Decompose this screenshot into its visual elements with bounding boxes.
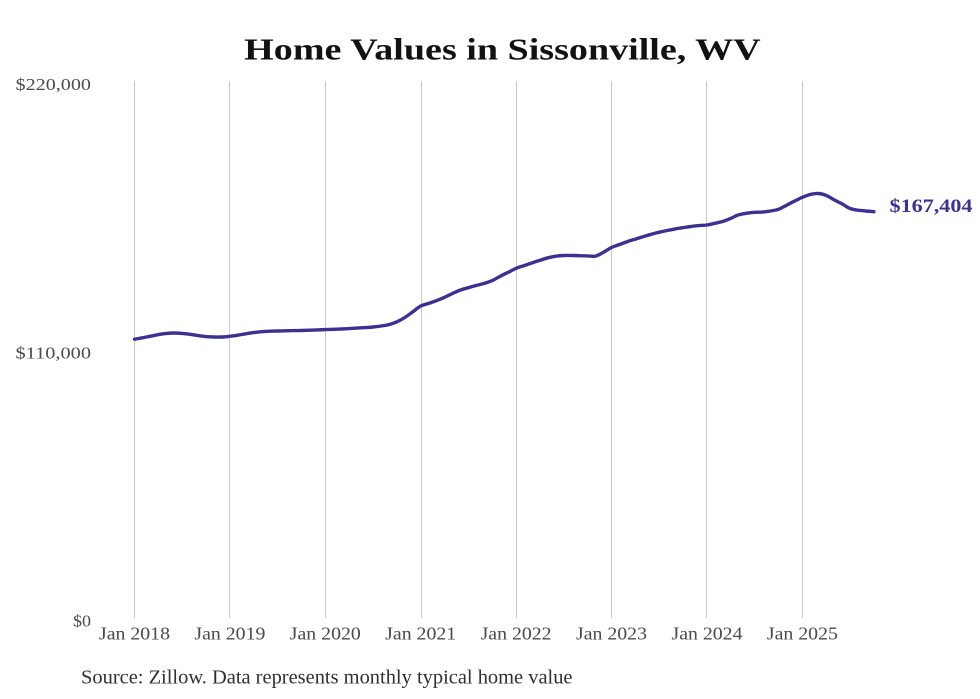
svg-text:$110,000: $110,000 bbox=[16, 343, 92, 362]
svg-text:Source: Zillow. Data represent: Source: Zillow. Data represents monthly … bbox=[81, 667, 573, 689]
svg-text:Jan 2023: Jan 2023 bbox=[576, 624, 647, 644]
svg-text:$167,404: $167,404 bbox=[890, 197, 973, 217]
svg-text:$0: $0 bbox=[73, 612, 91, 631]
svg-text:Jan 2024: Jan 2024 bbox=[672, 624, 743, 644]
svg-text:Jan 2018: Jan 2018 bbox=[99, 624, 170, 644]
svg-text:Jan 2019: Jan 2019 bbox=[194, 624, 265, 644]
svg-text:Home Values in Sissonville, WV: Home Values in Sissonville, WV bbox=[244, 31, 761, 66]
svg-text:Jan 2021: Jan 2021 bbox=[385, 624, 456, 644]
svg-text:Jan 2022: Jan 2022 bbox=[481, 624, 552, 644]
svg-text:$220,000: $220,000 bbox=[16, 75, 92, 94]
svg-text:Jan 2020: Jan 2020 bbox=[290, 624, 361, 644]
svg-text:Jan 2025: Jan 2025 bbox=[767, 624, 838, 644]
